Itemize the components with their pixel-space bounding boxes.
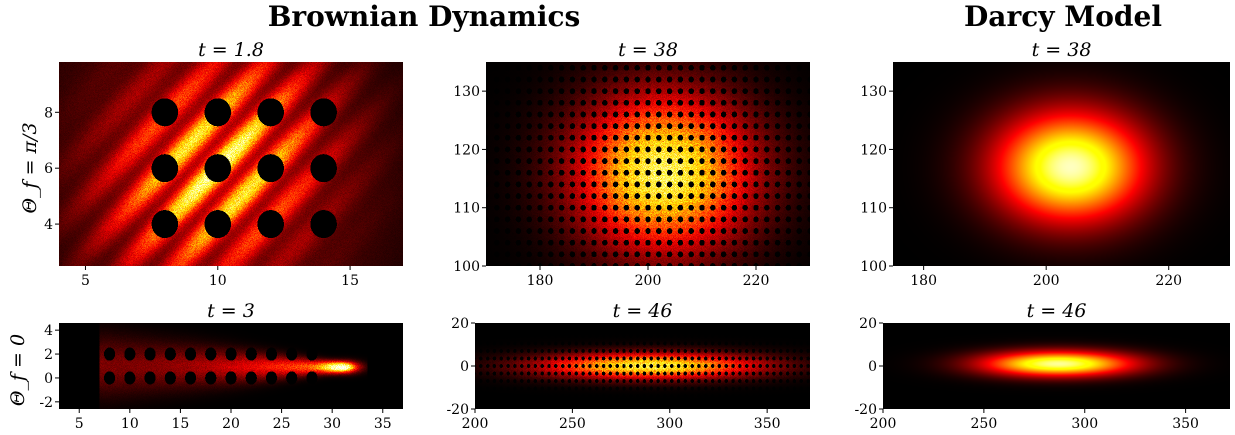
x-tick-label: 220 (743, 273, 770, 289)
x-tick-label: 350 (1172, 416, 1199, 432)
x-tick-label: 200 (462, 416, 489, 432)
panel-1-heatmap (59, 62, 403, 266)
y-tick-label: 8 (44, 105, 53, 121)
panel-6-heatmap (883, 323, 1230, 409)
panel-4: t = 3 5 10 15 20 25 30 35 -2 0 2 4 (39, 300, 403, 432)
panel-1: t = 1.8 5 10 15 4 6 8 (44, 39, 403, 289)
panel-2: t = 38 180 200 220 100 110 120 130 (453, 39, 810, 289)
x-tick-label: 350 (754, 416, 781, 432)
panel-4-heatmap (59, 323, 403, 409)
x-tick-label: 250 (971, 416, 998, 432)
y-tick-label: -2 (39, 395, 53, 411)
y-tick-label: 100 (860, 259, 887, 275)
panel-3-title: t = 38 (1032, 39, 1092, 61)
x-tick-label: 200 (1033, 273, 1060, 289)
y-tick-label: 100 (453, 259, 480, 275)
panel-2-heatmap (486, 62, 810, 266)
x-tick-label: 15 (171, 416, 189, 432)
x-tick-label: 300 (1071, 416, 1098, 432)
x-tick-label: 200 (635, 273, 662, 289)
x-tick-label: 300 (656, 416, 683, 432)
x-tick-label: 180 (910, 273, 937, 289)
y-tick-label: -20 (854, 402, 877, 418)
y-tick-label: -20 (446, 402, 469, 418)
x-tick-label: 25 (273, 416, 291, 432)
panel-4-title: t = 3 (207, 300, 255, 322)
y-tick-label: 0 (868, 359, 877, 375)
y-tick-label: 6 (44, 161, 53, 177)
panel-6-title: t = 46 (1027, 300, 1087, 322)
x-tick-label: 10 (121, 416, 139, 432)
y-tick-label: 4 (44, 323, 53, 339)
heading-brownian-dynamics: Brownian Dynamics (268, 0, 581, 33)
y-tick-label: 20 (451, 316, 469, 332)
y-tick-label: 120 (860, 142, 887, 158)
x-tick-label: 5 (81, 273, 90, 289)
x-tick-label: 5 (75, 416, 84, 432)
panel-3: t = 38 180 200 220 100 110 120 130 (860, 39, 1230, 289)
x-tick-label: 10 (209, 273, 227, 289)
x-tick-label: 180 (527, 273, 554, 289)
x-tick-label: 30 (323, 416, 341, 432)
y-tick-label: 110 (860, 201, 887, 217)
x-tick-label: 200 (870, 416, 897, 432)
heading-darcy-model: Darcy Model (964, 0, 1162, 33)
y-tick-label: 2 (44, 347, 53, 363)
y-tick-label: 130 (453, 84, 480, 100)
panel-6: t = 46 200 250 300 350 -20 0 20 (854, 300, 1230, 432)
x-tick-label: 250 (559, 416, 586, 432)
row-label-bottom: Θ_f = 0 (7, 334, 29, 406)
panel-3-heatmap (893, 62, 1230, 266)
x-tick-label: 20 (222, 416, 240, 432)
x-tick-label: 15 (341, 273, 359, 289)
row-label-top: Θ_f = π/3 (19, 122, 41, 213)
panel-5-title: t = 46 (613, 300, 673, 322)
y-tick-label: 110 (453, 201, 480, 217)
y-tick-label: 0 (460, 359, 469, 375)
y-tick-label: 20 (859, 316, 877, 332)
panel-5: t = 46 200 250 300 350 -20 0 20 (446, 300, 810, 432)
y-tick-label: 0 (44, 371, 53, 387)
y-tick-label: 120 (453, 142, 480, 158)
panel-5-heatmap (475, 323, 810, 409)
panel-1-title: t = 1.8 (198, 39, 264, 61)
y-tick-label: 4 (44, 217, 53, 233)
y-tick-label: 130 (860, 84, 887, 100)
x-tick-label: 220 (1155, 273, 1182, 289)
x-tick-label: 35 (374, 416, 392, 432)
panel-2-title: t = 38 (618, 39, 678, 61)
